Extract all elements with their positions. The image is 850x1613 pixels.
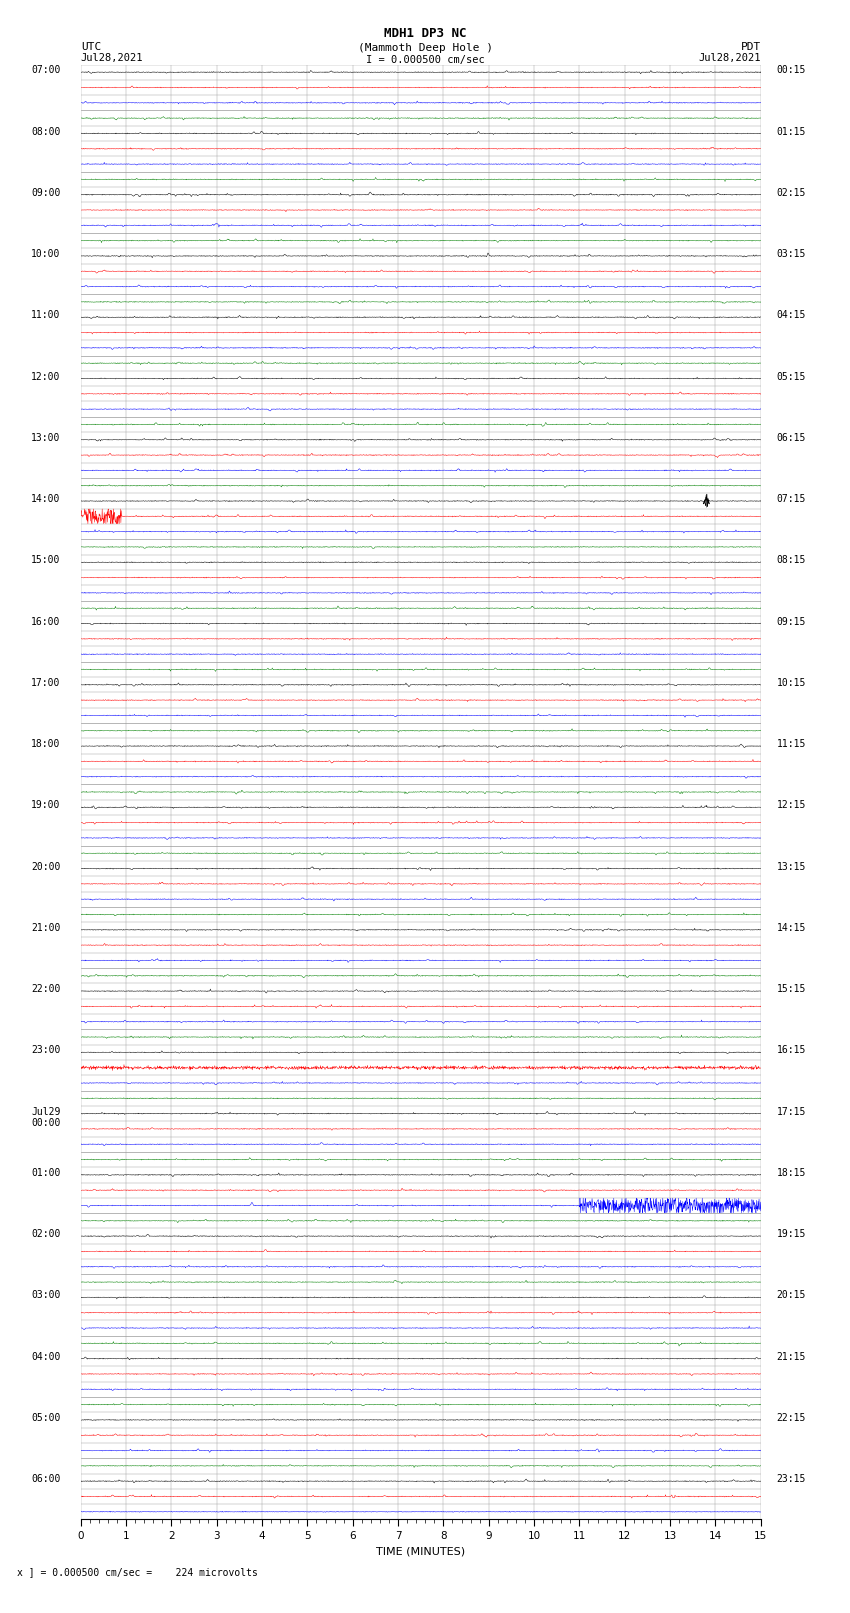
Text: 05:00: 05:00 (31, 1413, 60, 1423)
Text: 22:15: 22:15 (777, 1413, 806, 1423)
Text: 04:00: 04:00 (31, 1352, 60, 1361)
Text: 07:15: 07:15 (777, 494, 806, 505)
Text: 11:15: 11:15 (777, 739, 806, 748)
Text: 09:00: 09:00 (31, 187, 60, 198)
Text: MDH1 DP3 NC: MDH1 DP3 NC (383, 27, 467, 40)
Text: 23:00: 23:00 (31, 1045, 60, 1055)
Text: 11:00: 11:00 (31, 310, 60, 321)
Text: 21:00: 21:00 (31, 923, 60, 932)
Text: 08:15: 08:15 (777, 555, 806, 566)
Text: 13:00: 13:00 (31, 432, 60, 444)
Text: 04:15: 04:15 (777, 310, 806, 321)
Text: 20:00: 20:00 (31, 861, 60, 871)
Text: 20:15: 20:15 (777, 1290, 806, 1300)
Text: 19:00: 19:00 (31, 800, 60, 810)
Text: Jul29
00:00: Jul29 00:00 (31, 1107, 60, 1129)
Text: Jul28,2021: Jul28,2021 (698, 53, 761, 63)
Text: 12:15: 12:15 (777, 800, 806, 810)
Text: 16:00: 16:00 (31, 616, 60, 626)
Text: 01:15: 01:15 (777, 126, 806, 137)
Text: 17:15: 17:15 (777, 1107, 806, 1116)
Text: 05:15: 05:15 (777, 371, 806, 382)
Text: 15:00: 15:00 (31, 555, 60, 566)
Text: 02:15: 02:15 (777, 187, 806, 198)
Text: 18:00: 18:00 (31, 739, 60, 748)
Text: 10:00: 10:00 (31, 248, 60, 260)
Text: 23:15: 23:15 (777, 1474, 806, 1484)
Text: 18:15: 18:15 (777, 1168, 806, 1177)
Text: (Mammoth Deep Hole ): (Mammoth Deep Hole ) (358, 44, 492, 53)
Text: UTC: UTC (81, 42, 101, 52)
Text: 10:15: 10:15 (777, 677, 806, 687)
Text: I = 0.000500 cm/sec: I = 0.000500 cm/sec (366, 55, 484, 65)
Text: 16:15: 16:15 (777, 1045, 806, 1055)
Text: 03:00: 03:00 (31, 1290, 60, 1300)
Text: 19:15: 19:15 (777, 1229, 806, 1239)
Text: 22:00: 22:00 (31, 984, 60, 994)
Text: 06:15: 06:15 (777, 432, 806, 444)
Text: PDT: PDT (740, 42, 761, 52)
Text: 13:15: 13:15 (777, 861, 806, 871)
Text: 15:15: 15:15 (777, 984, 806, 994)
Text: 21:15: 21:15 (777, 1352, 806, 1361)
Text: 08:00: 08:00 (31, 126, 60, 137)
Text: 06:00: 06:00 (31, 1474, 60, 1484)
Text: Jul28,2021: Jul28,2021 (81, 53, 144, 63)
Text: x ] = 0.000500 cm/sec =    224 microvolts: x ] = 0.000500 cm/sec = 224 microvolts (17, 1568, 258, 1578)
Text: 14:00: 14:00 (31, 494, 60, 505)
Text: 03:15: 03:15 (777, 248, 806, 260)
X-axis label: TIME (MINUTES): TIME (MINUTES) (377, 1547, 465, 1557)
Text: 00:15: 00:15 (777, 65, 806, 76)
Text: 09:15: 09:15 (777, 616, 806, 626)
Text: 02:00: 02:00 (31, 1229, 60, 1239)
Text: 07:00: 07:00 (31, 65, 60, 76)
Text: 12:00: 12:00 (31, 371, 60, 382)
Text: 14:15: 14:15 (777, 923, 806, 932)
Text: 17:00: 17:00 (31, 677, 60, 687)
Text: 01:00: 01:00 (31, 1168, 60, 1177)
